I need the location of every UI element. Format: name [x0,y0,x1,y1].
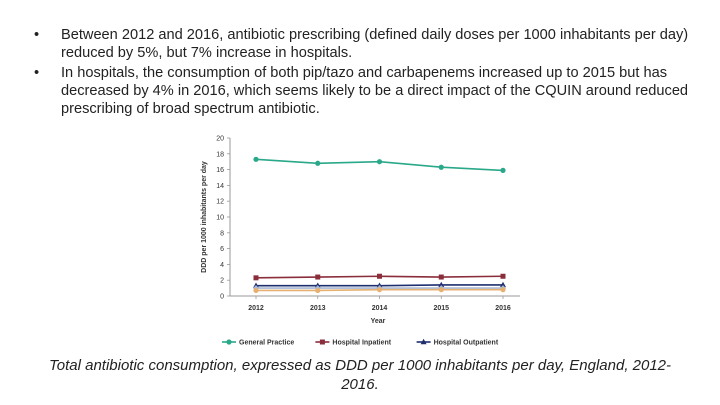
data-point [438,287,444,293]
line-chart: 0 2 4 6 8 10 12 14 16 18 20 2012 2013 2014 2015 2016 Yea… [201,136,520,347]
data-point [438,274,444,280]
data-point [500,287,506,293]
legend-marker [319,339,325,345]
data-point [500,167,506,173]
x-tick-label: 2013 [310,305,326,312]
x-tick-label: 2014 [372,305,388,312]
data-point [438,281,445,288]
y-tick-label: 10 [216,215,224,222]
y-tick-label: 12 [216,199,224,206]
x-tick-label: 2016 [495,305,511,312]
bullet-text: In hospitals, the consumption of both pi… [61,65,689,117]
x-tick-label: 2012 [248,305,264,312]
legend-marker [420,338,427,345]
bullet-list: • Between 2012 and 2016, antibiotic presc… [30,26,700,120]
y-tick-label: 8 [220,230,224,237]
data-point [377,273,382,279]
legend-label: Hospital Outpatient [434,340,499,347]
x-tick-label: 2015 [433,305,449,312]
bullet-text: Between 2012 and 2016, antibiotic prescr… [61,27,689,61]
data-point [315,160,321,166]
y-tick-label: 18 [216,151,224,158]
y-tick-label: 2 [220,278,224,285]
y-tick-label: 20 [216,136,224,143]
y-tick-label: 4 [220,262,224,269]
data-point [253,287,259,294]
y-tick-label: 6 [220,246,224,253]
bullet-icon: • [34,27,40,43]
bullet-item: • Between 2012 and 2016, antibiotic presc… [30,26,700,62]
bullet-icon: • [34,65,40,81]
legend-label: Hospital Inpatient [332,340,391,347]
y-tick-label: 16 [216,167,224,174]
data-point [500,273,506,279]
bullet-item: • In hospitals, the consumption of both p… [30,64,700,118]
data-point [253,275,259,281]
data-point [315,287,321,294]
data-point [315,274,321,280]
data-point [253,156,259,162]
legend-label: General Practice [239,340,294,347]
data-point [500,281,506,288]
y-axis-title: DDD per 1000 inhabitants per day [201,161,208,273]
y-tick-label: 14 [216,183,224,190]
y-tick-label: 0 [220,294,224,301]
figure-caption: Total antibiotic consumption, expressed … [48,357,672,393]
data-point [376,287,383,293]
legend-marker [226,339,232,345]
x-axis-title: Year [371,318,386,325]
data-point [376,159,383,165]
data-point [438,164,444,170]
